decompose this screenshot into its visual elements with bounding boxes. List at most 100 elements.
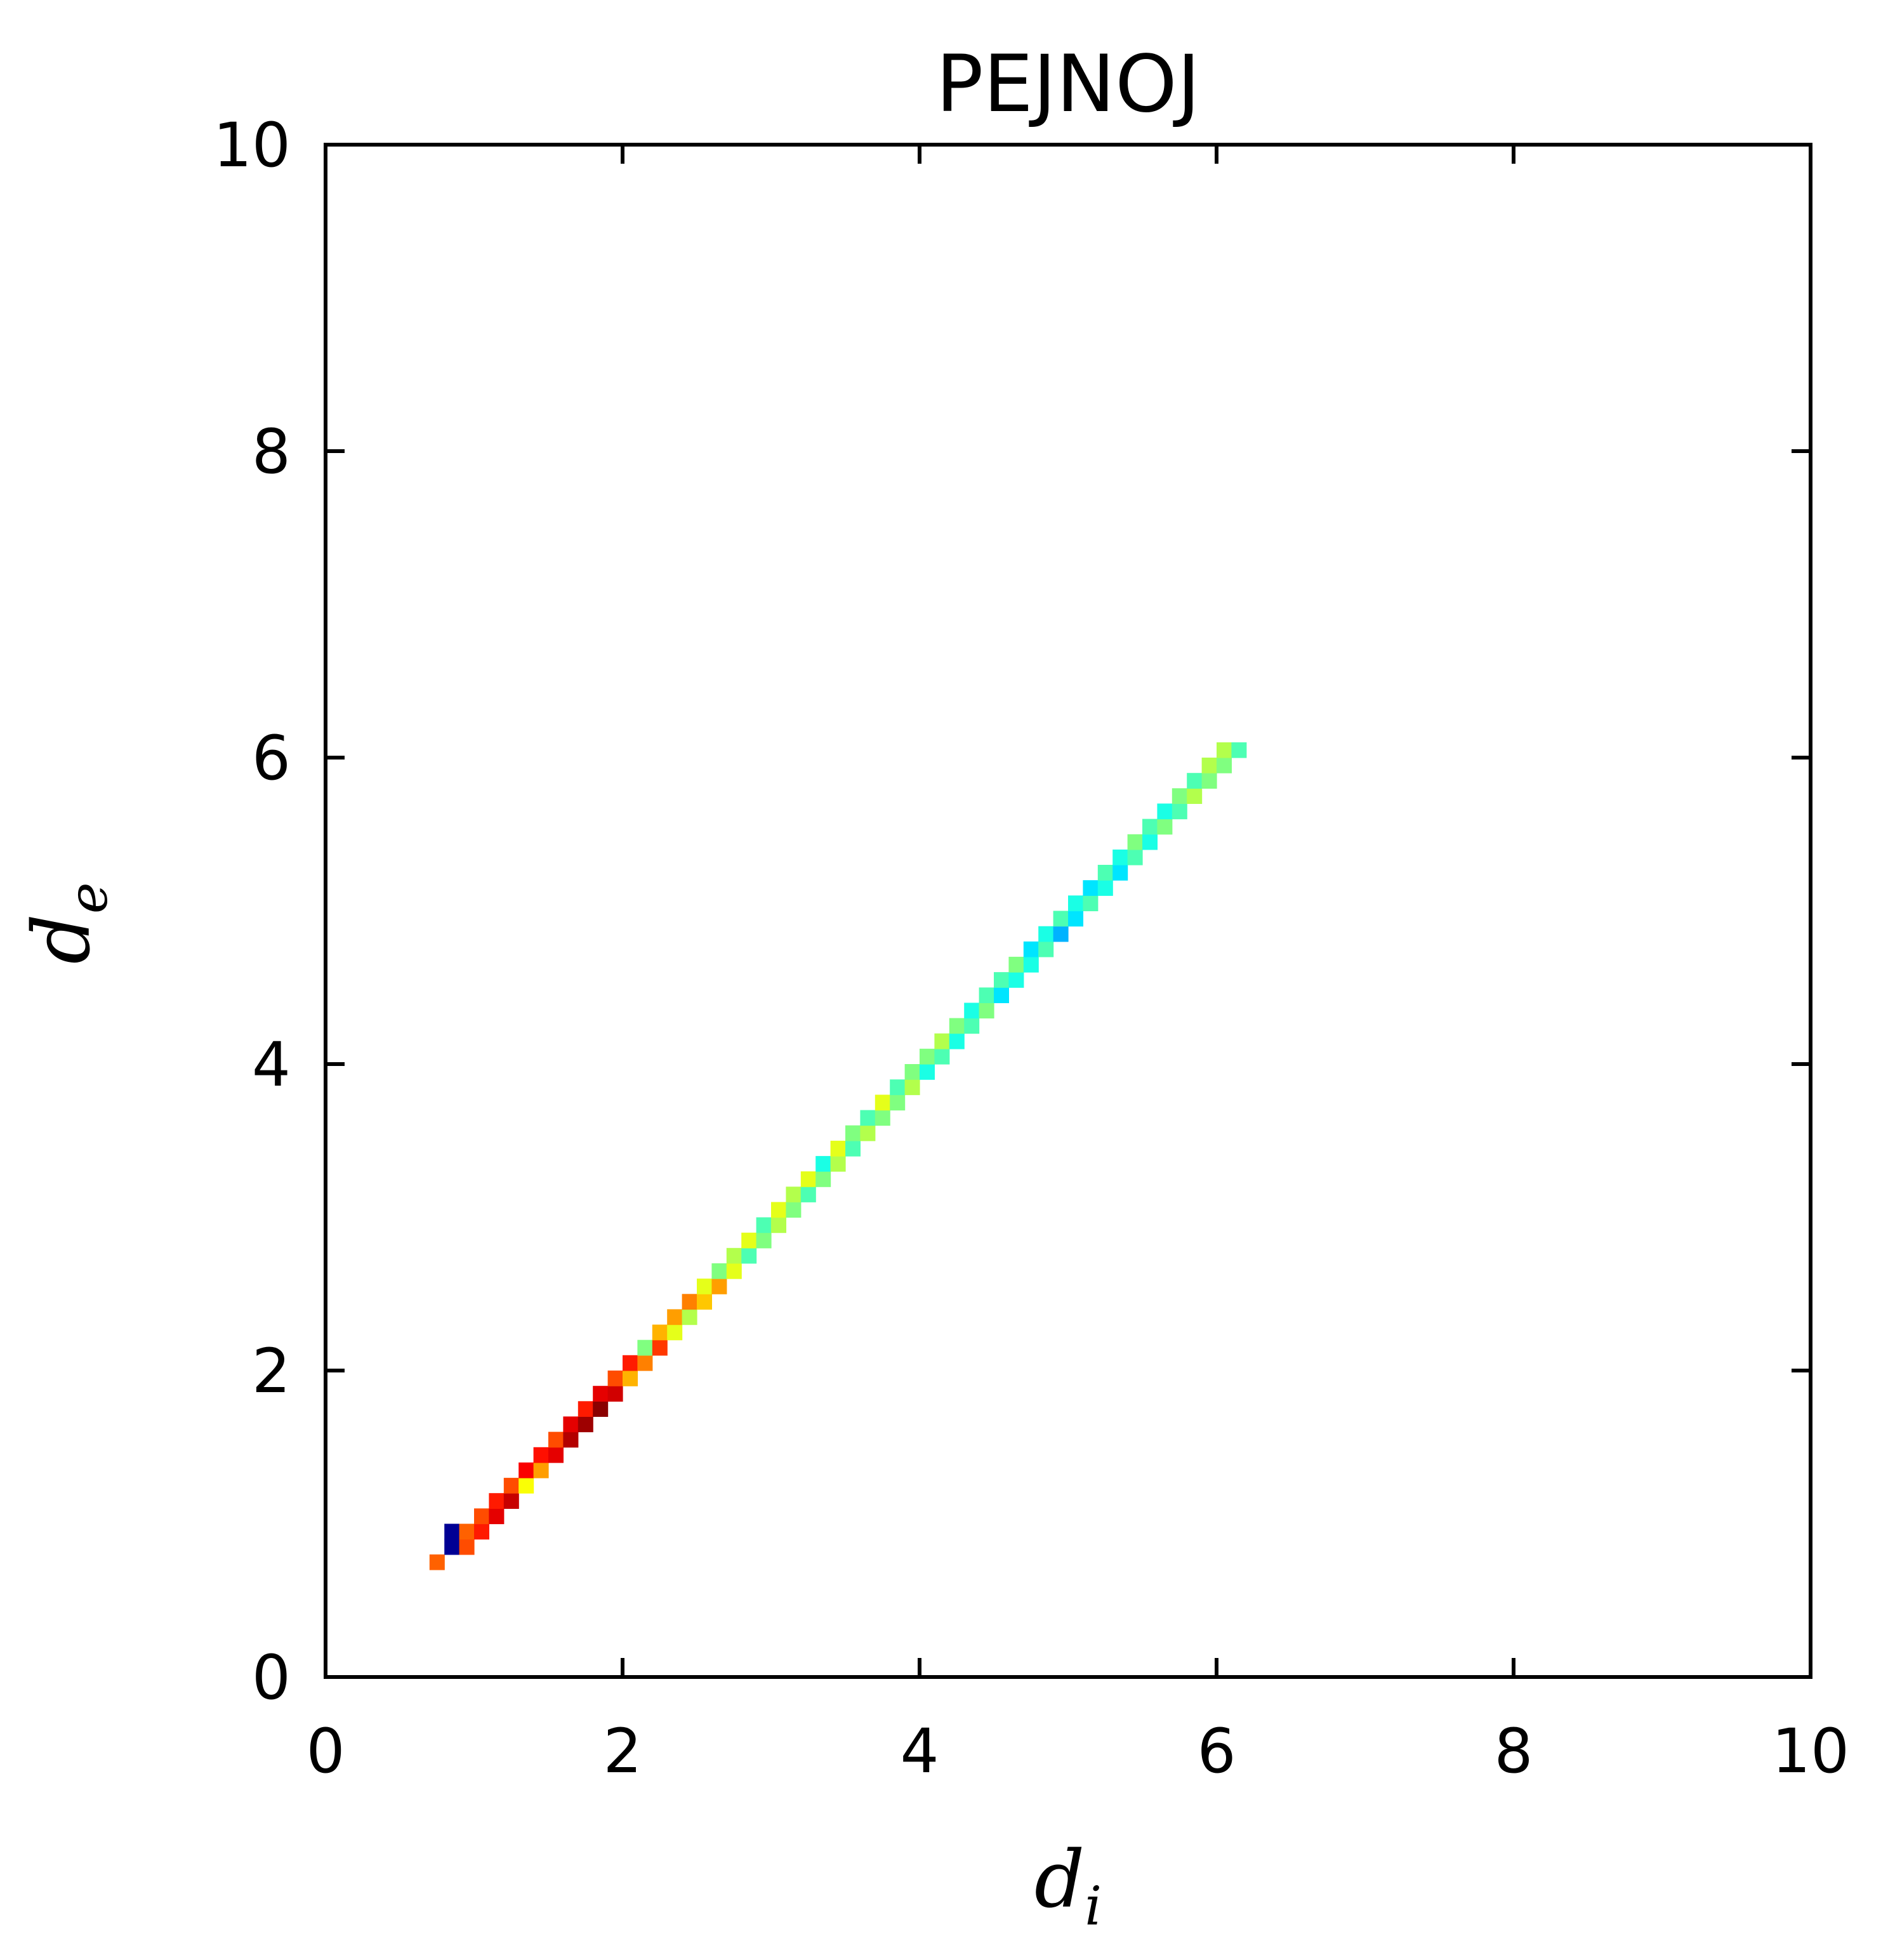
heatmap-cell <box>741 1232 757 1249</box>
heatmap-cell <box>1053 911 1069 927</box>
heatmap-cell <box>1127 834 1143 850</box>
y-tick-label: 0 <box>252 1642 291 1713</box>
heatmap-cell <box>563 1431 579 1448</box>
heatmap-cell <box>1172 788 1187 804</box>
heatmap-cell <box>1217 758 1232 773</box>
heatmap-cell <box>578 1416 593 1433</box>
heatmap-cell <box>1112 849 1128 865</box>
heatmap-cell <box>503 1493 519 1509</box>
heatmap-cell <box>1023 941 1039 957</box>
y-axis-ticks: 0 2 4 6 8 10 <box>213 110 1811 1713</box>
heatmap-cell <box>1201 758 1217 773</box>
heatmap-cell <box>1023 956 1039 973</box>
heatmap-cell <box>756 1217 772 1233</box>
heatmap-cell <box>607 1386 623 1402</box>
heatmap-cell <box>1231 742 1247 758</box>
heatmap-cell <box>1142 819 1158 835</box>
heatmap-cell <box>667 1309 683 1325</box>
heatmap-cell <box>771 1217 786 1233</box>
heatmap-cell <box>1112 865 1128 881</box>
heatmap-cell <box>875 1095 890 1111</box>
heatmap-cell <box>548 1447 564 1463</box>
heatmap-cell <box>563 1416 579 1433</box>
heatmap-cell <box>964 1003 980 1019</box>
heatmap-cell <box>518 1478 534 1494</box>
heatmap-cell <box>815 1171 831 1187</box>
heatmap-cell <box>459 1523 475 1540</box>
heatmap-cell <box>637 1339 653 1356</box>
heatmap-cell <box>1157 819 1173 835</box>
heatmap-cell <box>518 1462 534 1478</box>
y-tick-label: 8 <box>252 416 291 487</box>
heatmap-cell <box>920 1064 935 1080</box>
heatmap-cell <box>489 1493 505 1509</box>
heatmap-cell <box>979 1003 994 1019</box>
heatmap-cell <box>623 1371 638 1386</box>
heatmap-cell <box>533 1447 549 1463</box>
heatmap-cell <box>979 987 994 1003</box>
heatmap-cell <box>875 1110 890 1126</box>
heatmap-cell <box>756 1232 772 1249</box>
heatmap-cell <box>741 1247 757 1264</box>
heatmap-cell <box>845 1140 861 1157</box>
heatmap-cell <box>800 1187 816 1202</box>
heatmap-cell <box>1157 803 1173 820</box>
heatmap-cell <box>1127 849 1143 865</box>
heatmap-cell <box>830 1155 846 1172</box>
heatmap-cell <box>1083 880 1099 896</box>
heatmap-cell <box>890 1095 906 1111</box>
heatmap-cell <box>697 1279 712 1294</box>
x-tick-label: 0 <box>306 1716 345 1787</box>
heatmap-cell <box>994 972 1009 988</box>
heatmap-cell <box>934 1033 950 1049</box>
heatmap-cell <box>444 1539 460 1555</box>
heatmap-cell <box>637 1355 653 1371</box>
heatmap-cell <box>1187 773 1203 789</box>
x-tick-label: 10 <box>1772 1716 1849 1787</box>
heatmap-cells <box>429 742 1247 1570</box>
heatmap-cell <box>726 1263 742 1279</box>
heatmap-cell <box>1083 895 1099 912</box>
heatmap-cell <box>786 1187 802 1202</box>
heatmap-cell <box>682 1309 697 1325</box>
heatmap-cell <box>860 1125 876 1141</box>
heatmap-cell <box>860 1110 876 1126</box>
heatmap-cell <box>474 1508 489 1525</box>
heatmap-cell <box>652 1339 668 1356</box>
heatmap-cell <box>1187 788 1203 804</box>
heatmap-cell <box>593 1401 609 1417</box>
y-tick-label: 6 <box>252 723 291 794</box>
heatmap-cell <box>652 1324 668 1341</box>
heatmap-cell <box>667 1324 683 1341</box>
heatmap-cell <box>1053 926 1069 942</box>
y-tick-label: 2 <box>252 1336 291 1407</box>
heatmap-cell <box>1038 926 1054 942</box>
heatmap-cell <box>964 1018 980 1034</box>
heatmap-cell <box>697 1294 712 1310</box>
heatmap-cell <box>1068 911 1083 927</box>
plot-frame <box>324 143 1812 1679</box>
heatmap-cell <box>904 1079 920 1095</box>
heatmap-cell <box>800 1171 816 1187</box>
heatmap-cell <box>607 1371 623 1386</box>
heatmap-cell <box>949 1018 965 1034</box>
y-tick-label: 4 <box>252 1029 291 1100</box>
y-axis-label: de <box>17 882 119 964</box>
heatmap-cell <box>949 1033 965 1049</box>
chart-title: PEJNOJ <box>936 39 1201 130</box>
heatmap-cell <box>1097 865 1113 881</box>
heatmap-cell <box>578 1401 593 1417</box>
heatmap-cell <box>1217 742 1232 758</box>
heatmap-cell <box>1097 880 1113 896</box>
heatmap-cell <box>1142 834 1158 850</box>
x-tick-label: 4 <box>900 1716 939 1787</box>
heatmap-cell <box>934 1048 950 1065</box>
heatmap-cell <box>904 1064 920 1080</box>
heatmap-cell <box>845 1125 861 1141</box>
x-tick-label: 6 <box>1197 1716 1236 1787</box>
heatmap-cell <box>1172 803 1187 820</box>
heatmap-cell <box>1008 956 1024 973</box>
heatmap-cell <box>994 987 1009 1003</box>
heatmap-cell <box>815 1155 831 1172</box>
